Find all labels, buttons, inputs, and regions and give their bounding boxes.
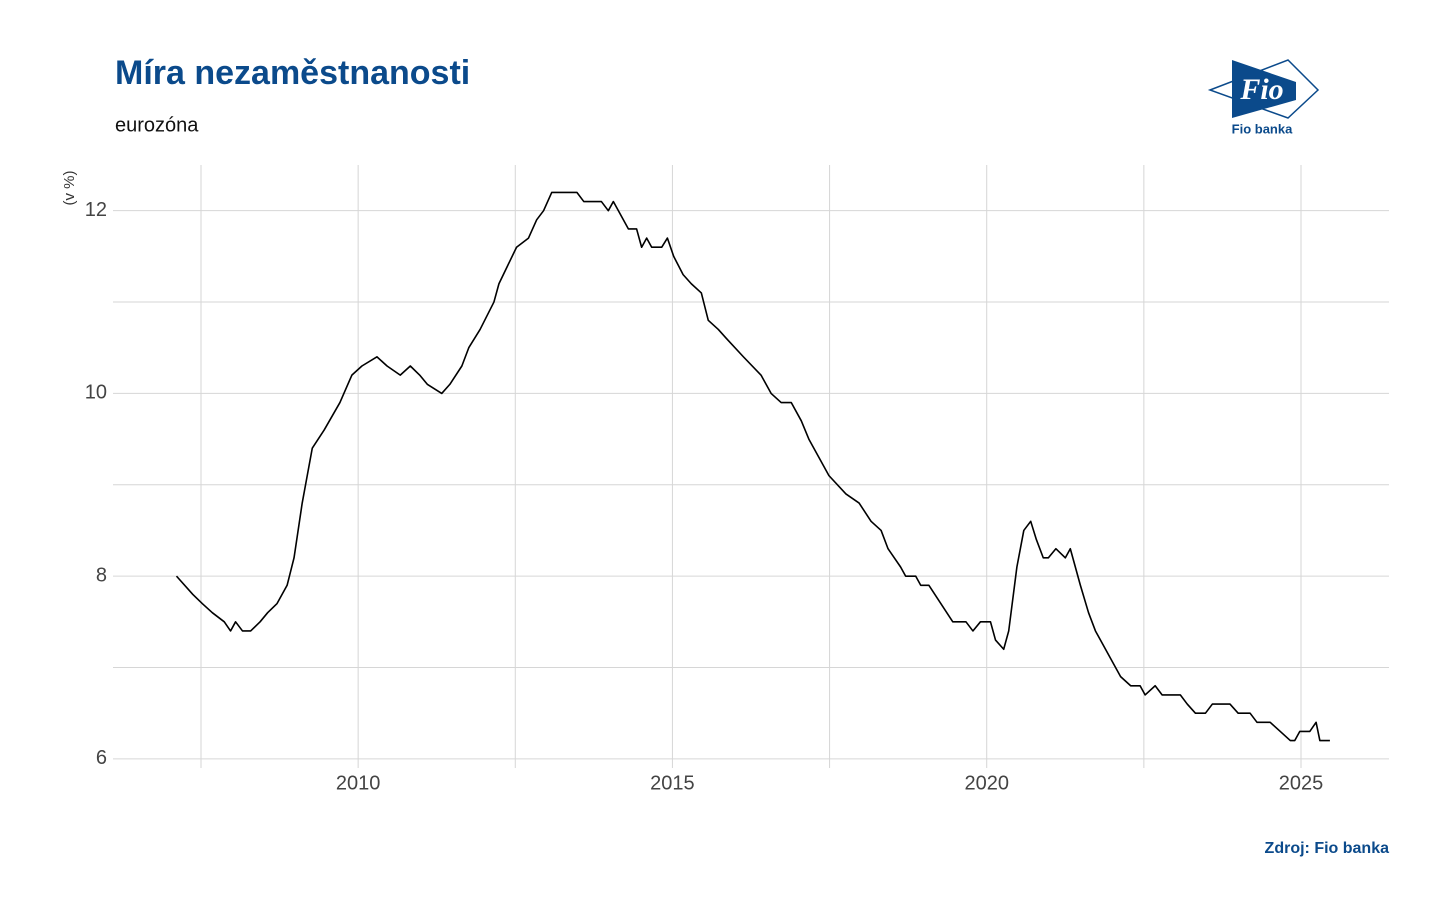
line: [175, 191, 1330, 742]
y-tick-label: 12: [85, 199, 107, 221]
logo: Fio Fio banka: [1207, 59, 1320, 136]
chart-subtitle: eurozóna: [115, 114, 199, 136]
logo-mark: Fio: [1239, 73, 1283, 106]
plot-area: 6 8 10 12 2010 2015 2020 2025: [85, 165, 1389, 794]
y-tick-label: 6: [96, 747, 107, 769]
x-tick-label: 2025: [1279, 772, 1324, 794]
source: Zdroj: Fio banka: [1265, 840, 1390, 857]
y-tick-label: 8: [96, 564, 107, 586]
y-tick-label: 10: [85, 382, 107, 404]
logo-name: Fio banka: [1232, 121, 1293, 136]
x-tick-label: 2010: [336, 772, 381, 794]
x-tick-label: 2020: [964, 772, 1009, 794]
x-tick-label: 2015: [650, 772, 695, 794]
y-axis-label: (v %): [61, 171, 78, 206]
chart-title: Míra nezaměstnanosti: [115, 54, 470, 92]
logo-flag: [1232, 60, 1296, 118]
